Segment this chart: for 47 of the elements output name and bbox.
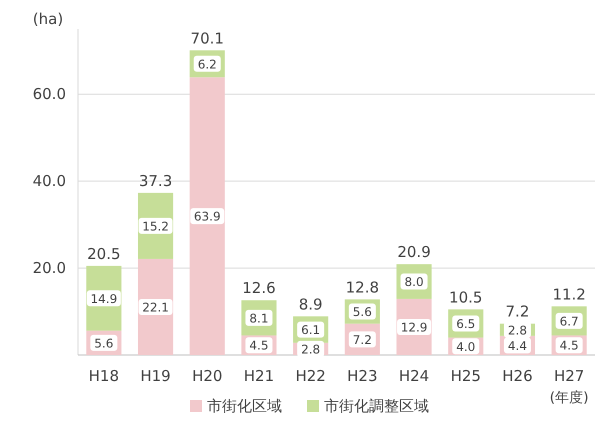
y-tick-label: 60.0 bbox=[32, 85, 66, 104]
data-label: 4.0 bbox=[456, 340, 476, 354]
total-label: 20.5 bbox=[87, 244, 121, 263]
x-tick-label: H18 bbox=[88, 367, 120, 385]
data-label: 22.1 bbox=[142, 300, 169, 314]
data-label: 2.8 bbox=[301, 342, 320, 356]
x-tick-label: H22 bbox=[295, 367, 326, 385]
legend-label: 市街化調整区域 bbox=[324, 397, 429, 415]
y-axis-title: (ha) bbox=[32, 10, 64, 28]
total-label: 12.6 bbox=[242, 279, 276, 298]
data-label: 14.9 bbox=[90, 292, 118, 306]
y-tick-label: 20.0 bbox=[32, 259, 66, 278]
x-tick-label: H19 bbox=[140, 367, 171, 385]
total-label: 7.2 bbox=[506, 302, 530, 321]
x-tick-label: H26 bbox=[502, 367, 533, 385]
data-label: 63.9 bbox=[194, 210, 221, 224]
data-label: 12.9 bbox=[400, 320, 428, 334]
x-tick-label: H25 bbox=[450, 367, 481, 385]
total-label: 70.1 bbox=[190, 29, 224, 48]
data-label: 4.5 bbox=[249, 338, 268, 353]
data-label: 8.1 bbox=[249, 311, 268, 326]
data-label: 4.4 bbox=[508, 338, 527, 353]
total-label: 10.5 bbox=[449, 288, 482, 306]
total-label: 8.9 bbox=[298, 295, 323, 314]
data-label: 5.6 bbox=[352, 305, 372, 320]
x-tick-label: H23 bbox=[347, 367, 378, 385]
total-label: 11.2 bbox=[552, 285, 586, 304]
x-tick-label: H24 bbox=[398, 367, 430, 385]
data-label: 2.8 bbox=[508, 323, 527, 338]
data-label: 5.6 bbox=[94, 336, 114, 350]
data-label: 8.0 bbox=[404, 275, 424, 290]
data-label: 6.7 bbox=[560, 314, 579, 328]
y-tick-label: 40.0 bbox=[32, 172, 66, 190]
data-label: 6.5 bbox=[456, 316, 476, 331]
data-label: 6.1 bbox=[301, 323, 320, 338]
total-label: 37.3 bbox=[138, 172, 172, 190]
total-label: 20.9 bbox=[397, 243, 431, 262]
x-tick-label: H21 bbox=[244, 367, 274, 385]
data-label: 15.2 bbox=[142, 219, 169, 234]
data-label: 7.2 bbox=[352, 332, 372, 347]
x-axis-title: (年度) bbox=[550, 390, 589, 406]
legend-label: 市街化区域 bbox=[207, 397, 282, 415]
total-label: 12.8 bbox=[346, 278, 380, 296]
x-tick-label: H20 bbox=[192, 367, 222, 385]
data-label: 6.2 bbox=[198, 57, 217, 72]
x-tick-label: H27 bbox=[554, 367, 584, 385]
data-label: 4.5 bbox=[560, 338, 579, 353]
